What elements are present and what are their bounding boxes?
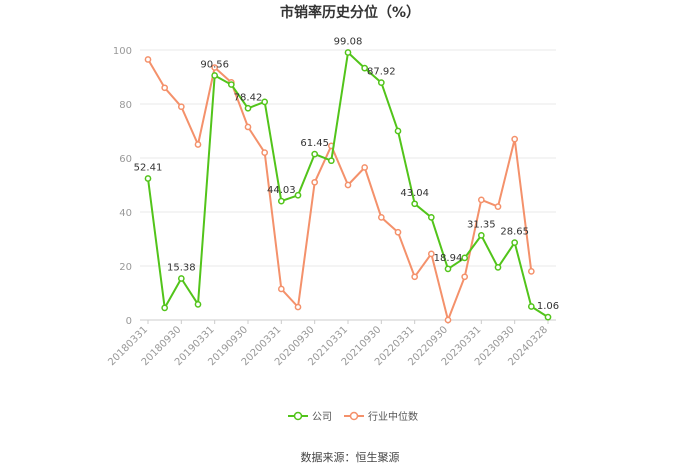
data-point: [277, 197, 285, 205]
data-point: [361, 64, 369, 72]
data-label: 44.03: [267, 185, 296, 196]
legend-marker: [349, 411, 359, 421]
data-point: [477, 232, 485, 239]
data-label: 28.65: [500, 227, 529, 238]
data-point: [277, 285, 285, 293]
source-note: 数据来源：恒生聚源: [301, 450, 400, 464]
data-point: [211, 64, 219, 71]
data-point: [427, 214, 435, 221]
series-line: [147, 58, 533, 321]
data-point: [311, 150, 319, 158]
x-axis: 2018033120180930201903312019093020200331…: [106, 320, 550, 368]
y-tick-label: 40: [119, 208, 132, 219]
data-point: [444, 316, 452, 324]
legend[interactable]: 公司 行业中位数: [288, 410, 418, 423]
data-label: 31.35: [467, 219, 496, 230]
data-point: [394, 228, 402, 236]
y-tick-label: 100: [113, 46, 132, 57]
data-point: [194, 300, 202, 308]
series-layer: [144, 49, 552, 324]
data-point: [411, 273, 419, 281]
data-label: 1.06: [537, 301, 559, 312]
data-point: [294, 191, 302, 199]
data-point: [261, 149, 269, 156]
data-point: [261, 98, 269, 106]
data-label: 18.94: [434, 253, 463, 264]
data-point: [311, 178, 319, 186]
data-point: [377, 214, 385, 221]
data-point: [527, 303, 535, 310]
data-point: [244, 104, 252, 112]
data-point: [244, 123, 252, 131]
data-label: 43.04: [400, 188, 429, 199]
data-point: [427, 250, 435, 258]
data-point: [494, 203, 502, 210]
data-point: [377, 79, 385, 86]
data-point: [144, 56, 152, 63]
data-point: [211, 72, 219, 79]
data-point: [344, 49, 352, 56]
data-point: [477, 196, 485, 204]
data-point: [177, 275, 185, 282]
y-tick-label: 60: [119, 154, 132, 165]
legend-marker: [293, 411, 303, 421]
data-point: [161, 84, 169, 92]
data-labels: 52.41 15.38 90.56 78.42 44.03 61.45 99.08 87.92…: [134, 36, 559, 312]
data-point: [444, 265, 452, 273]
data-point: [461, 273, 469, 281]
data-label: 87.92: [367, 67, 396, 78]
data-point: [177, 103, 185, 111]
data-label: 90.56: [200, 59, 229, 70]
data-point: [227, 81, 235, 88]
y-tick-label: 20: [119, 262, 132, 273]
data-point: [461, 254, 469, 262]
data-point: [294, 303, 302, 311]
data-point: [494, 264, 502, 271]
data-point: [161, 304, 169, 312]
data-point: [394, 127, 402, 135]
legend-item-industry-median[interactable]: 行业中位数: [344, 410, 418, 423]
y-axis: 0 20 40 60 80 100: [113, 46, 132, 327]
legend-label: 行业中位数: [368, 410, 418, 423]
data-point: [511, 239, 519, 246]
data-point: [411, 200, 419, 208]
data-point: [361, 164, 369, 171]
legend-label: 公司: [312, 412, 332, 423]
data-point: [527, 268, 535, 275]
data-label: 52.41: [134, 162, 163, 173]
data-point: [194, 141, 202, 148]
data-point: [144, 175, 152, 182]
data-label: 61.45: [300, 138, 329, 149]
data-point: [327, 157, 335, 165]
data-point: [344, 181, 352, 189]
y-tick-label: 80: [119, 100, 132, 111]
data-label: 78.42: [234, 92, 263, 103]
y-tick-label: 0: [126, 316, 132, 327]
data-point: [511, 135, 519, 143]
chart-title: 市销率历史分位（%）: [280, 4, 420, 21]
data-point: [544, 313, 552, 321]
legend-item-company[interactable]: 公司: [288, 411, 332, 423]
data-label: 99.08: [334, 36, 363, 47]
data-label: 15.38: [167, 262, 196, 273]
